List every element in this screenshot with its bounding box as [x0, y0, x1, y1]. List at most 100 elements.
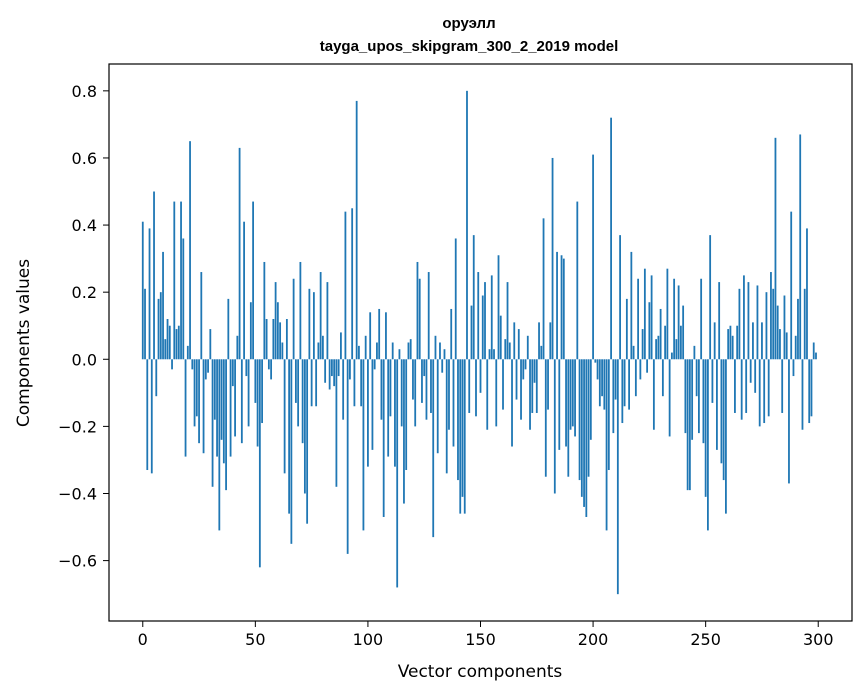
y-tick-label: 0.0	[72, 350, 97, 369]
bar-89	[342, 359, 345, 420]
bar-92	[349, 359, 351, 380]
bar-280	[772, 288, 775, 360]
bar-66	[290, 359, 293, 544]
bar-60	[276, 302, 279, 360]
bar-6	[155, 359, 158, 397]
bar-22	[191, 359, 194, 370]
bar-71	[301, 359, 304, 444]
bar-277	[765, 292, 768, 360]
bar-79	[319, 272, 322, 360]
y-tick-label: 0.2	[72, 283, 97, 302]
bar-165	[513, 322, 516, 360]
bar-28	[204, 359, 207, 380]
bar-11	[166, 319, 169, 360]
bar-93	[351, 208, 354, 360]
bar-261	[729, 325, 732, 360]
bar-298	[812, 342, 815, 360]
bar-80	[321, 335, 324, 360]
bar-204	[601, 359, 603, 397]
bar-178	[542, 218, 545, 360]
x-axis-ticks: 0 50 100 150 200 250 300	[138, 621, 834, 649]
bar-130	[434, 335, 437, 360]
bar-49	[252, 201, 254, 360]
bar-51	[256, 359, 259, 447]
chart-title-line2: tayga_upos_skipgram_300_2_2019 model	[320, 38, 619, 55]
bar-293	[801, 359, 804, 430]
bar-85	[333, 359, 336, 387]
bar-259	[725, 359, 727, 514]
bar-134	[443, 349, 446, 360]
bar-55	[265, 319, 268, 360]
bar-246	[695, 359, 698, 397]
bar-150	[479, 359, 482, 393]
bar-133	[441, 359, 444, 373]
bar-135	[445, 359, 448, 474]
bar-237	[675, 339, 678, 360]
bar-239	[679, 325, 682, 360]
bar-209	[612, 359, 615, 434]
bar-46	[245, 359, 248, 377]
bar-139	[454, 238, 457, 360]
bar-50	[254, 359, 257, 403]
bar-289	[792, 359, 795, 377]
bar-1	[144, 288, 146, 360]
bar-107	[382, 359, 385, 517]
bar-57	[270, 359, 273, 380]
bar-279	[770, 272, 772, 360]
bar-264	[736, 325, 739, 360]
bar-285	[783, 295, 786, 360]
bar-75	[310, 359, 313, 407]
bar-144	[466, 90, 468, 360]
bar-219	[634, 359, 637, 397]
bar-124	[421, 359, 423, 403]
bar-128	[430, 359, 432, 413]
bar-76	[312, 292, 315, 360]
bar-73	[306, 359, 309, 524]
x-tick-label: 150	[465, 630, 496, 649]
bar-63	[283, 359, 286, 474]
bar-222	[641, 329, 644, 360]
bar-243	[688, 359, 691, 491]
bar-207	[607, 359, 610, 471]
bar-106	[380, 359, 383, 420]
bar-161	[504, 339, 507, 360]
bar-211	[616, 359, 619, 595]
bar-152	[484, 282, 486, 360]
bar-257	[720, 359, 723, 464]
bar-87	[337, 359, 340, 377]
bar-255	[716, 359, 718, 450]
bar-64	[285, 319, 288, 360]
bar-119	[409, 339, 412, 360]
bar-159	[499, 315, 502, 360]
bar-59	[274, 282, 277, 360]
bar-203	[598, 359, 601, 407]
bar-294	[803, 288, 806, 360]
bar-212	[619, 235, 621, 360]
bar-10	[164, 339, 167, 360]
bar-35	[220, 359, 223, 440]
bar-292	[799, 134, 802, 360]
bar-252	[709, 235, 712, 360]
bar-8	[159, 292, 162, 360]
bar-77	[315, 359, 318, 407]
bar-146	[470, 305, 473, 360]
bar-14	[173, 201, 176, 360]
bar-248	[700, 278, 703, 360]
bar-169	[522, 359, 525, 380]
bar-151	[481, 295, 484, 360]
bar-145	[468, 359, 471, 413]
y-axis-ticks: −0.6 −0.4 −0.2 0.0 0.2 0.4 0.6 0.8	[58, 82, 109, 571]
bar-86	[335, 359, 338, 487]
bar-108	[385, 312, 387, 360]
bar-74	[308, 288, 311, 360]
bar-153	[486, 359, 489, 430]
bar-276	[763, 359, 766, 424]
bar-208	[610, 117, 612, 360]
bar-101	[369, 312, 372, 360]
bar-232	[664, 325, 667, 360]
bar-18	[182, 238, 185, 360]
bar-163	[508, 342, 511, 360]
bar-238	[677, 285, 680, 360]
bar-147	[472, 235, 475, 360]
bar-196	[583, 359, 585, 507]
